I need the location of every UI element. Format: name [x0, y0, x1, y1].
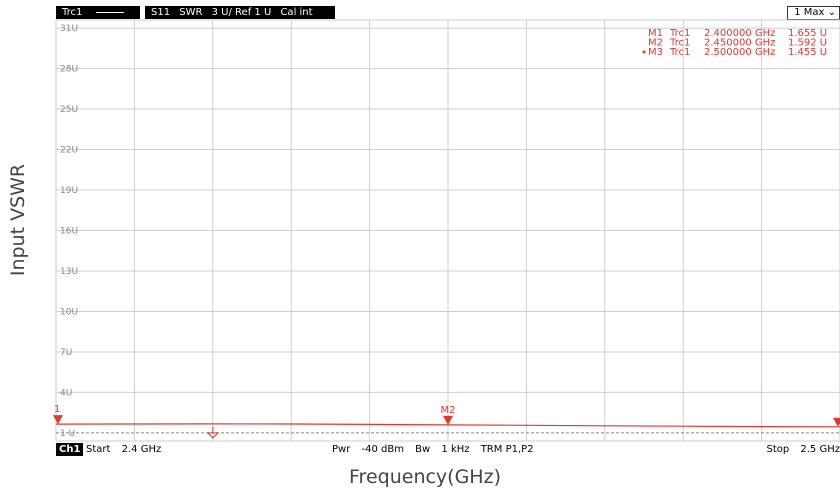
y-tick-label: 1 U [60, 429, 75, 439]
trace-format: SWR [179, 7, 203, 18]
marker-readout-name: M3 [648, 47, 663, 58]
active-marker-dot [642, 50, 646, 54]
trace-name: Trc1 [62, 7, 83, 18]
marker-readout-name: M2 [648, 38, 663, 49]
marker-readout-name: M1 [648, 28, 663, 39]
y-tick-label: 28U [60, 65, 78, 75]
trace-scale: 3 U/ Ref 1 U [211, 7, 272, 18]
y-tick-label: 13U [60, 267, 78, 277]
marker-readout-value-text: 1.655 U [788, 28, 827, 39]
marker-label: M2 [441, 405, 456, 416]
marker-readout-row: M2 Trc1 2.450000 GHz 1.592 U [648, 38, 827, 49]
start-value: 2.4 GHz [121, 444, 162, 455]
y-tick-label: 10U [60, 307, 78, 317]
marker-group: M2 1 [53, 404, 840, 439]
marker-readout-freq-text: 2.450000 GHz [704, 38, 775, 49]
bw-label: Bw [415, 444, 431, 455]
marker-readout-row: M3 Trc1 2.500000 GHz 1.455 U [642, 47, 827, 58]
y-tick-label: 16U [60, 227, 78, 237]
channel-settings[interactable]: Pwr -40 dBm Bw 1 kHz TRM P1,P2 [332, 443, 542, 456]
scale-dropdown-button[interactable]: 1 Max ⌄ [787, 6, 840, 20]
y-tick-label: 22U [60, 146, 78, 156]
marker-readout-trace: Trc1 [669, 28, 690, 39]
trace-line-sample [96, 12, 124, 13]
channel-info-bar: Ch1 Start 2.4 GHz Pwr -40 dBm Bw 1 kHz T… [56, 443, 840, 456]
trace-info-bar: Trc1 S11 SWR 3 U/ Ref 1 U Cal int 1 Max … [56, 6, 840, 20]
trace-name-box[interactable]: Trc1 [56, 6, 140, 19]
scale-dropdown-label: 1 Max [794, 7, 825, 18]
ground-icon [206, 426, 220, 439]
y-tick-label: 19U [60, 186, 78, 196]
pwr-label: Pwr [332, 444, 351, 455]
marker-readout-trace: Trc1 [669, 38, 690, 49]
marker-readout-row: M1 Trc1 2.400000 GHz 1.655 U [648, 28, 827, 39]
ground-triangle [206, 432, 220, 439]
stop-frequency[interactable]: Stop 2.5 GHz [766, 443, 840, 456]
marker-readout-value-text: 1.455 U [788, 47, 827, 58]
outer-x-axis-label: Frequency(GHz) [349, 466, 501, 488]
y-tick-label: 31U [60, 24, 78, 34]
stop-label: Stop [766, 444, 790, 455]
trace-settings-box[interactable]: S11 SWR 3 U/ Ref 1 U Cal int [145, 6, 335, 19]
trace-cal: Cal int [280, 7, 313, 18]
marker-readout-freq-text: 2.400000 GHz [704, 28, 775, 39]
y-tick-label: 25U [60, 105, 78, 115]
marker-readout-value-text: 1.592 U [788, 38, 827, 49]
y-tick-labels: 1 U 4U 7U 10U 13U 16U 19U 22U 25U 28U 31U [60, 24, 78, 439]
marker-triangle[interactable] [443, 415, 453, 425]
y-tick-label: 7U [60, 348, 72, 358]
grid-lines [56, 20, 840, 441]
marker-triangle[interactable] [53, 415, 63, 425]
trace-param: S11 [151, 7, 171, 18]
start-label: Start [86, 444, 111, 455]
marker-readout-trace: Trc1 [669, 47, 690, 58]
marker-triangle[interactable] [833, 417, 840, 427]
marker-edge-label: 1 [54, 404, 60, 415]
pwr-value: -40 dBm [361, 444, 404, 455]
channel-label[interactable]: Ch1 [56, 443, 84, 456]
trm-label: TRM P1,P2 [480, 444, 534, 455]
bw-value: 1 kHz [441, 444, 470, 455]
marker-readout-table: M1 Trc1 2.400000 GHz 1.655 U M2 Trc1 2.450000 … [642, 28, 827, 58]
stop-value: 2.5 GHz [800, 444, 840, 455]
y-tick-label: 4U [60, 388, 72, 398]
start-frequency[interactable]: Start 2.4 GHz [86, 443, 169, 456]
chevron-down-icon: ⌄ [827, 7, 836, 18]
marker-readout-freq-text: 2.500000 GHz [704, 47, 775, 58]
